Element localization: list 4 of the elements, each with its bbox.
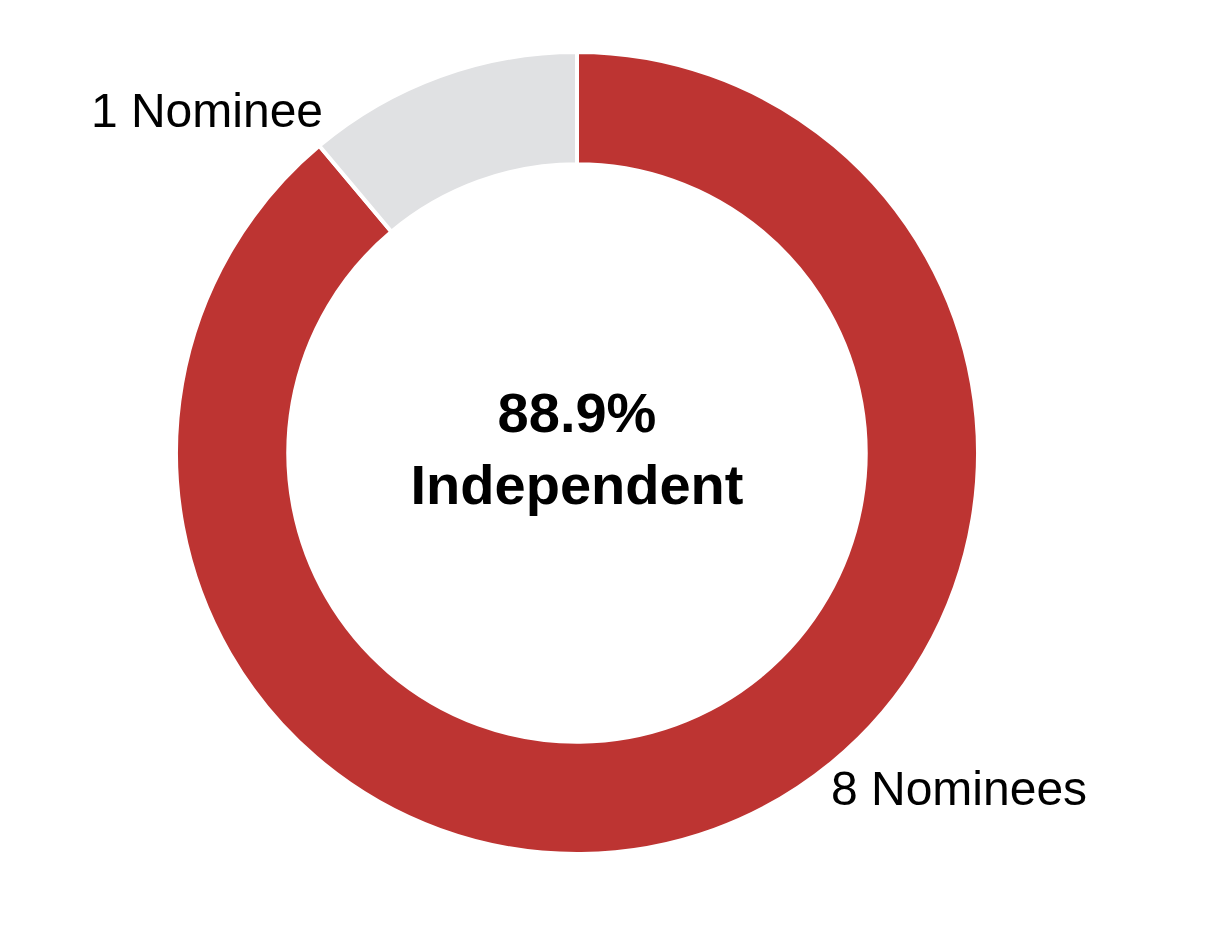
text: Independent [410,453,744,517]
text: 88.9% [497,381,657,445]
slice-label: 1 Nominee [90,84,324,138]
slice-label: 8 Nominees [830,762,1088,816]
